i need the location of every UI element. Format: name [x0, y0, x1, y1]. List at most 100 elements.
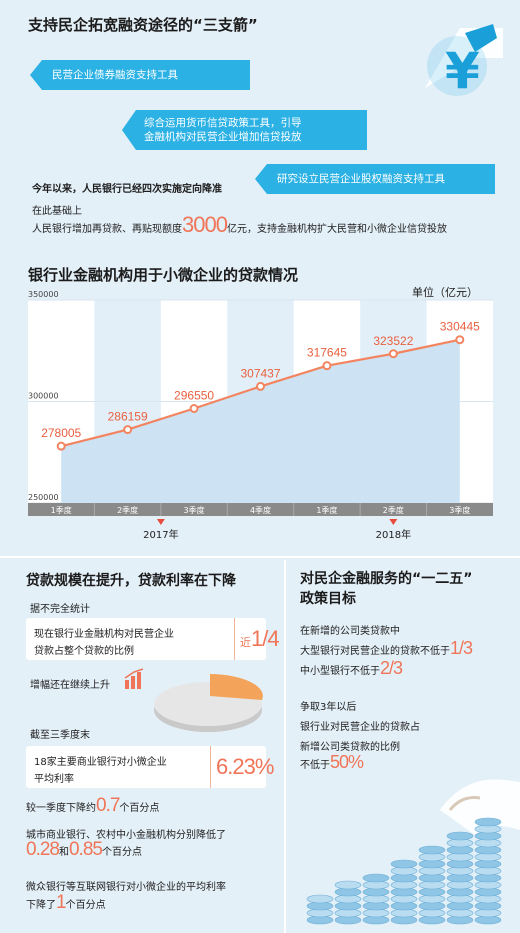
- drop-internet-pre: 下降了: [26, 900, 56, 911]
- section-title-three-arrows: 支持民企拓宽融资途径的“三支箭”: [28, 16, 258, 34]
- coin-stacks-illustration: [306, 779, 520, 925]
- coin: [334, 880, 362, 890]
- drop-city-banks: 城市商业银行、农村中小金融机构分别降低了: [26, 830, 226, 841]
- coin: [418, 845, 446, 855]
- target-large-text: 大型银行对民营企业的贷款不低于: [300, 646, 450, 657]
- chart-xtick-label: 4季度: [250, 505, 271, 515]
- chart-data-label: 323522: [373, 334, 413, 348]
- note-relending-post: 亿元，支持金融机构扩大民营和小微企业信贷投放: [226, 224, 447, 235]
- chart-data-label: 330445: [440, 320, 480, 334]
- arrow-bond-tool: 民营企业债券融资支持工具: [30, 60, 250, 90]
- drop-city-post: 个百分点: [101, 847, 142, 858]
- arrow-credit-line1: 综合运用货币信贷政策工具，引导: [144, 117, 302, 129]
- chart-xtick-label: 1季度: [316, 505, 337, 515]
- share-prefix: 近: [240, 636, 251, 649]
- target-large-val: 1/3: [450, 638, 473, 658]
- drop-q1-val: 0.7: [96, 795, 120, 816]
- drop-city-val2: 0.85: [68, 839, 103, 860]
- note-basis: 在此基础上: [32, 206, 82, 217]
- chart-xtick-label: 3季度: [184, 505, 205, 515]
- section-divider: [0, 556, 520, 558]
- note-relending-amount: 3000: [182, 212, 228, 237]
- chart-ytick-label: 300000: [28, 392, 59, 401]
- note-rrr: 今年以来，人民银行已经四次实施定向降准: [32, 184, 222, 195]
- share-line2: 贷款占整个贷款的比例: [34, 646, 134, 657]
- target-min-val: 50%: [330, 752, 364, 772]
- drop-internet-banks: 微众银行等互联网银行对小微企业的平均利率: [26, 882, 226, 893]
- chart-year-label: 2018年: [376, 528, 411, 541]
- chart-point: [123, 425, 133, 435]
- stat-q3-end: 截至三季度末: [30, 730, 90, 741]
- yen-hand-icon: ¥: [425, 24, 503, 100]
- chart-xtick-label: 2季度: [117, 505, 138, 515]
- note-relending-pre: 人民银行增加再贷款、再贴现额度: [32, 224, 182, 235]
- drop-city-values: 0.28和0.85个百分点: [26, 839, 142, 861]
- chart-point: [56, 441, 66, 451]
- chart-data-label: 278005: [41, 426, 81, 440]
- target-3years: 争取3年以后: [300, 702, 357, 713]
- chart-area-fill: [61, 339, 460, 503]
- chart-point: [455, 335, 465, 345]
- rate-line2: 平均利率: [34, 774, 74, 785]
- coin: [446, 831, 474, 841]
- chart-data-label: 296550: [174, 389, 214, 403]
- coin: [306, 894, 334, 904]
- target-small-val: 2/3: [380, 658, 403, 678]
- target-new-loans: 在新增的公司类贷款中: [300, 626, 400, 637]
- chart-point: [189, 404, 199, 414]
- right-title-line1: 对民企金融服务的“一二五”: [300, 571, 473, 587]
- target-share: 银行业对民营企业的贷款占: [300, 722, 420, 733]
- drop-q1-post: 个百分点: [119, 803, 160, 814]
- chart-year-marker: [156, 519, 165, 525]
- target-small-banks: 中小型银行不低于2/3: [300, 658, 403, 679]
- chart-point: [388, 349, 398, 359]
- left-title: 贷款规模在提升，贷款利率在下降: [26, 573, 236, 589]
- chart-year-marker: [389, 519, 398, 525]
- chart-year-label: 2017年: [143, 528, 178, 541]
- share-value: 近1/4: [240, 626, 280, 652]
- chart-xtick-label: 3季度: [449, 505, 470, 515]
- right-title-line2: 政策目标: [300, 591, 356, 607]
- growth-note: 增幅还在继续上升: [30, 680, 110, 691]
- note-relending: 人民银行增加再贷款、再贴现额度3000亿元，支持金融机构扩大民营和小微企业信贷投…: [32, 212, 447, 238]
- drop-internet-val: 1: [56, 892, 67, 913]
- rate-value: 6.23%: [216, 754, 274, 779]
- column-divider: [284, 560, 286, 933]
- drop-internet-values: 下降了1个百分点: [26, 892, 106, 914]
- share-fraction: 1/4: [251, 626, 280, 651]
- loan-chart: 278005 286159 296550 307437 317645 323522 3304…: [28, 290, 493, 541]
- drop-city-val1: 0.28: [26, 839, 60, 860]
- chart-xtick-label: 1季度: [51, 505, 72, 515]
- coin: [390, 859, 418, 869]
- chart-unit: 单位（亿元）: [412, 286, 478, 299]
- rate-line1: 18家主要商业银行对小微企业: [34, 757, 167, 768]
- chart-data-label: 307437: [240, 366, 280, 380]
- rising-bars-icon: [124, 668, 144, 689]
- drop-q1-pre: 较一季度下降约: [26, 803, 96, 814]
- stat-incomplete: 据不完全统计: [30, 604, 90, 615]
- chart-xtick-label: 2季度: [383, 505, 404, 515]
- chart-title: 银行业金融机构用于小微企业的贷款情况: [28, 266, 299, 284]
- chart-x-axis-bar: [28, 503, 493, 516]
- rate-box: 18家主要商业银行对小微企业 平均利率 6.23%: [26, 746, 274, 788]
- chart-point: [322, 361, 332, 371]
- share-box: 现在银行业金融机构对民营企业 贷款占整个贷款的比例 近1/4: [26, 618, 280, 660]
- arrow-credit-line2: 金融机构对民营企业增加信贷投放: [144, 131, 302, 143]
- pie-chart-icon: [154, 674, 263, 732]
- chart-ytick-label: 350000: [28, 290, 59, 299]
- share-line1: 现在银行业金融机构对民营企业: [34, 629, 174, 640]
- chart-data-label: 317645: [307, 346, 347, 360]
- chart-data-label: 286159: [108, 410, 148, 424]
- coin: [362, 873, 390, 883]
- target-large-banks: 大型银行对民营企业的贷款不低于1/3: [300, 638, 473, 659]
- target-small-text: 中小型银行不低于: [300, 666, 380, 677]
- chart-ytick-label: 250000: [28, 493, 59, 502]
- arrow-equity-tool: 研究设立民营企业股权融资支持工具: [255, 164, 495, 194]
- drop-q1: 较一季度下降约0.7个百分点: [26, 795, 159, 817]
- coin: [474, 817, 502, 827]
- svg-text:¥: ¥: [445, 42, 480, 100]
- drop-city-mid: 和: [58, 847, 69, 858]
- target-min: 不低于50%: [300, 752, 364, 773]
- arrow-credit-policy: 综合运用货币信贷政策工具，引导 金融机构对民营企业增加信贷投放: [122, 110, 367, 150]
- target-ratio: 新增公司类贷款的比例: [300, 742, 400, 753]
